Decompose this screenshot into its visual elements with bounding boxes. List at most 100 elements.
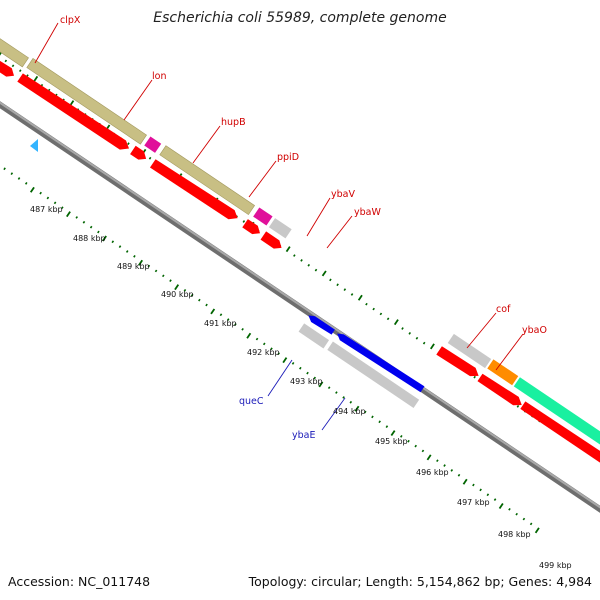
ring-tick [29, 186, 35, 193]
gene-label-hupb[interactable]: hupB [221, 117, 246, 128]
ring-tick [327, 386, 331, 390]
cds-arrow-ybae[interactable] [335, 329, 425, 393]
ring-tick [493, 498, 497, 501]
gene-bar-lon[interactable] [26, 58, 147, 145]
ring-tick [498, 503, 504, 510]
gene-label-ybaw[interactable]: ybaW [354, 207, 381, 218]
gene-bar-cof[interactable] [447, 333, 492, 369]
kbp-label: 494 kbp [333, 407, 366, 416]
ring-tick [306, 371, 309, 375]
ring-tick [102, 235, 107, 242]
ring-tick [39, 191, 42, 195]
ring-tick [415, 336, 419, 340]
ring-tick [262, 342, 266, 346]
cds-arrow[interactable] [242, 219, 263, 237]
ring-tick [390, 430, 396, 437]
gene-bar-hupb[interactable] [144, 136, 162, 153]
ring-tick [354, 405, 360, 412]
gene-bar-ppid[interactable] [159, 145, 256, 216]
gene-label-ybao[interactable]: ybaO [522, 325, 547, 336]
ring-tick [82, 220, 86, 224]
ring-tick [350, 293, 354, 296]
ring-tick [255, 337, 259, 341]
accession-text: Accession: NC_011748 [8, 574, 150, 589]
ring-tick [46, 196, 50, 200]
ring-tick [335, 391, 338, 394]
kbp-label: 491 kbp [204, 319, 237, 328]
ring-tick [219, 313, 223, 317]
ring-tick [147, 264, 151, 268]
ring-tick [472, 483, 475, 487]
cds-arrow[interactable] [130, 145, 149, 163]
ring-tick [138, 259, 143, 266]
ring-tick [462, 478, 468, 485]
kbp-label: 490 kbp [161, 290, 194, 299]
gene-bar-clpx[interactable] [0, 17, 29, 68]
cds-arrow[interactable] [477, 373, 524, 409]
ring-tick [522, 517, 526, 521]
ring-tick [386, 317, 390, 321]
gene-bar-ybaw[interactable] [268, 218, 292, 239]
reverse-strand-lane [298, 313, 425, 409]
gene-bar-ybao[interactable] [487, 359, 519, 386]
ring-tick [408, 332, 412, 335]
ring-tick [154, 269, 158, 273]
ring-tick [371, 415, 374, 419]
ring-tick [241, 327, 244, 331]
gene-bar-quec[interactable] [298, 323, 330, 349]
gene-bar-ybae[interactable] [327, 341, 420, 409]
ring-tick [426, 454, 432, 461]
ring-tick [363, 410, 367, 414]
ring-tick [486, 493, 490, 497]
gene-label-ybav[interactable]: ybaV [331, 189, 355, 200]
cds-arrow[interactable] [149, 158, 240, 224]
ring-tick [234, 323, 237, 326]
ring-tick [190, 293, 194, 297]
gene-label-clpx[interactable]: clpX [60, 15, 81, 26]
ring-tick [479, 488, 482, 492]
cds-arrow[interactable] [260, 231, 285, 252]
ring-tick [293, 254, 296, 257]
ring-tick [401, 327, 404, 330]
ring-tick [443, 464, 446, 467]
map-title: Escherichia coli 55989, complete genome [153, 10, 446, 26]
gene-label-ybae[interactable]: ybaE [292, 430, 315, 441]
gene-label-ppid[interactable]: ppiD [277, 152, 299, 163]
gene-labels: clpX lon hupB ppiD ybaV ybaW cof ybaO [60, 15, 547, 336]
cds-arrow[interactable] [520, 401, 600, 480]
cds-arrow-quec[interactable] [306, 313, 335, 336]
cds-lane [0, 36, 600, 480]
ring-tick [97, 230, 100, 234]
ring-tick [343, 288, 347, 291]
ring-tick [534, 527, 540, 534]
ring-tick [169, 279, 172, 283]
kbp-label: 498 kbp [498, 530, 531, 539]
ring-tick [473, 375, 476, 379]
ring-tick [357, 294, 363, 301]
gene-label-cof[interactable]: cof [496, 304, 511, 315]
gene-label-quec[interactable]: queC [239, 396, 264, 407]
ring-tick [421, 449, 425, 453]
gene-callouts [34, 22, 524, 371]
kbp-label: 496 kbp [416, 468, 449, 477]
gene-bar-next[interactable] [513, 377, 600, 476]
ring-tick [291, 362, 295, 365]
kbp-label: 497 kbp [457, 498, 490, 507]
ring-tick [174, 284, 180, 291]
kbp-label: 489 kbp [117, 262, 150, 271]
ring-tick [313, 376, 317, 380]
feature-marker [30, 139, 38, 152]
gene-bar-ybav[interactable] [253, 207, 273, 226]
kbp-scale: 487 kbp 488 kbp 489 kbp 490 kbp 491 kbp … [30, 205, 572, 570]
ring-tick [378, 420, 381, 424]
cds-arrow[interactable] [17, 72, 131, 155]
gene-label-lon[interactable]: lon [152, 71, 166, 82]
ring-tick [336, 283, 339, 287]
ring-tick [385, 425, 389, 428]
ring-tick [118, 245, 122, 248]
ring-tick [133, 254, 136, 258]
kbp-label: 499 kbp [539, 561, 572, 570]
ring-tick [349, 400, 353, 404]
cds-arrow[interactable] [436, 345, 481, 380]
ring-tick [89, 225, 93, 229]
